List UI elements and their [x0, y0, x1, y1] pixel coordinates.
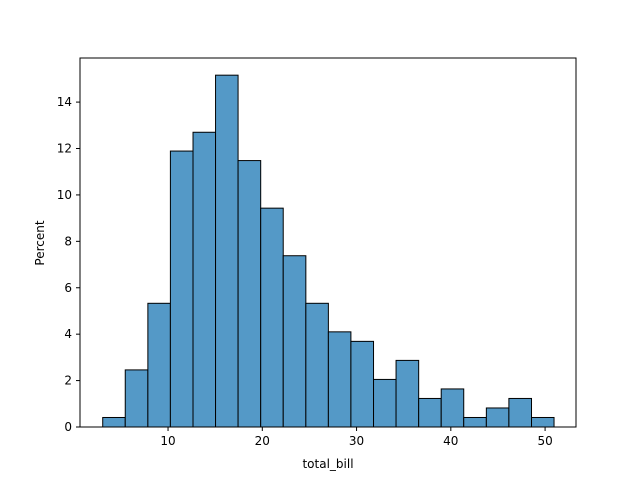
y-tick-label: 0: [64, 420, 72, 434]
y-tick-label: 2: [64, 374, 72, 388]
y-tick-label: 12: [57, 142, 72, 156]
x-tick-label: 40: [443, 434, 458, 448]
histogram-bar: [440, 388, 465, 428]
y-tick-label: 10: [57, 188, 72, 202]
histogram-bar: [418, 397, 442, 428]
y-tick-label: 8: [64, 234, 72, 248]
x-tick-label: 10: [160, 434, 175, 448]
histogram-bar: [124, 369, 149, 428]
histogram-bar: [282, 255, 307, 428]
histogram-bar: [169, 150, 194, 428]
histogram-bar: [192, 131, 217, 428]
histogram-bar: [350, 340, 375, 428]
y-tick-label: 4: [64, 327, 72, 341]
histogram-bar: [373, 378, 397, 428]
histogram-bar: [147, 302, 171, 428]
x-axis-label: total_bill: [302, 457, 353, 471]
histogram-bar: [237, 160, 262, 428]
x-tick-label: 20: [255, 434, 270, 448]
histogram-bar: [260, 207, 284, 428]
histogram-bar: [305, 302, 329, 428]
histogram-bar: [508, 397, 533, 428]
x-tick-label: 50: [537, 434, 552, 448]
x-ticks-group: 10 20 30 40 50: [160, 427, 553, 448]
plot-frame: [79, 57, 577, 428]
x-tick-label: 30: [349, 434, 364, 448]
y-tick-label: 6: [64, 281, 72, 295]
y-ticks-group: 0 2 4 6 8 10 12 14: [57, 95, 80, 434]
histogram-bar: [395, 359, 420, 428]
y-axis-label: Percent: [33, 220, 47, 265]
histogram-bar: [463, 416, 487, 428]
bars-group: [102, 74, 555, 428]
histogram-bar: [531, 416, 555, 428]
histogram-bar: [327, 331, 352, 428]
histogram-bar: [215, 74, 239, 428]
histogram-bar: [485, 407, 510, 428]
histogram-bar: [102, 416, 126, 428]
y-tick-label: 14: [57, 95, 72, 109]
